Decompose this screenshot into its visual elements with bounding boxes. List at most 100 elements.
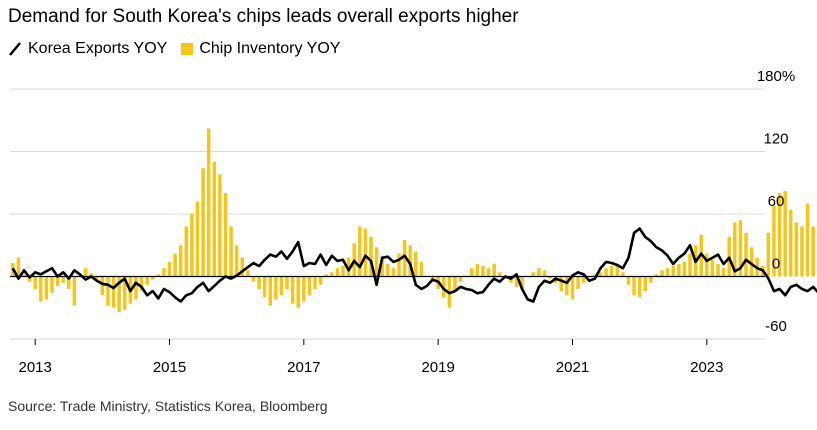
inventory-bar — [223, 193, 228, 277]
legend-label-inventory: Chip Inventory YOY — [199, 40, 341, 57]
inventory-bar — [251, 276, 256, 282]
x-tick-label: 2013 — [18, 359, 51, 376]
legend-item-inventory: Chip Inventory YOY — [181, 40, 340, 58]
inventory-bar — [497, 272, 502, 277]
inventory-bar — [637, 276, 642, 298]
inventory-bar — [117, 276, 121, 312]
inventory-bar — [285, 276, 289, 289]
inventory-bar — [470, 268, 474, 277]
legend: Korea Exports YOY Chip Inventory YOY — [8, 40, 354, 58]
inventory-bar — [195, 201, 200, 277]
x-tick-labels: 2013 2015 2017 2019 2021 2023 — [18, 339, 724, 376]
legend-item-exports: Korea Exports YOY — [8, 40, 167, 58]
inventory-bar — [123, 276, 127, 310]
inventory-bar — [665, 268, 670, 277]
inventory-bar — [805, 203, 810, 277]
legend-label-exports: Korea Exports YOY — [28, 40, 168, 57]
inventory-bar — [671, 266, 675, 277]
chart-title: Demand for South Korea's chips leads ove… — [8, 6, 519, 27]
inventory-bar — [632, 276, 636, 296]
inventory-bar — [257, 276, 261, 289]
inventory-bar — [302, 276, 306, 302]
inventory-bar — [738, 220, 743, 277]
inventory-bar — [386, 264, 390, 277]
inventory-bar — [520, 276, 524, 289]
inventory-bar — [150, 276, 155, 280]
inventory-bar — [621, 272, 625, 277]
inventory-bar — [660, 270, 664, 277]
inventory-bar — [178, 245, 183, 277]
bar-series — [11, 128, 815, 312]
inventory-bar — [184, 226, 189, 277]
inventory-bar — [570, 276, 575, 300]
inventory-bar — [391, 268, 396, 277]
inventory-bar — [39, 276, 43, 302]
inventory-bar — [335, 268, 340, 277]
inventory-bar — [95, 276, 99, 280]
inventory-bar — [212, 161, 217, 277]
inventory-bar — [201, 168, 205, 277]
inventory-bar — [419, 261, 424, 277]
inventory-bar — [229, 226, 233, 277]
inventory-bar — [626, 276, 631, 285]
inventory-bar — [593, 274, 597, 277]
inventory-bar — [234, 245, 239, 277]
inventory-bar — [705, 253, 709, 277]
y-tick-label: 180% — [757, 68, 795, 85]
inventory-bar — [307, 276, 312, 296]
inventory-bar — [783, 191, 787, 277]
inventory-bar — [44, 276, 49, 300]
inventory-bar — [604, 268, 608, 277]
line-swatch-icon — [9, 42, 21, 56]
inventory-bar — [766, 232, 771, 277]
inventory-bar — [313, 276, 317, 289]
inventory-bar — [609, 266, 614, 277]
inventory-bar — [542, 270, 547, 277]
inventory-bar — [481, 266, 485, 277]
inventory-bar — [548, 276, 552, 279]
inventory-bar — [162, 268, 166, 277]
inventory-bar — [156, 274, 161, 277]
x-tick-label: 2023 — [690, 359, 723, 376]
inventory-bar — [749, 247, 754, 277]
y-tick-label: 60 — [768, 193, 785, 210]
y-tick-labels: 180% 120 60 0 -60 — [757, 68, 795, 335]
inventory-bar — [274, 276, 278, 300]
inventory-bar — [50, 276, 54, 294]
inventory-bar — [789, 209, 793, 277]
inventory-bar — [296, 276, 300, 308]
inventory-bar — [318, 276, 323, 285]
bar-swatch-icon — [181, 43, 194, 55]
inventory-bar — [374, 247, 379, 277]
inventory-bar — [565, 276, 569, 296]
inventory-bar — [67, 276, 71, 289]
inventory-bar — [598, 272, 603, 277]
inventory-bar — [380, 255, 384, 277]
inventory-bar — [363, 228, 368, 277]
inventory-bar — [581, 276, 586, 283]
inventory-bar — [111, 276, 116, 308]
inventory-bar — [341, 266, 345, 277]
inventory-bar — [290, 276, 295, 304]
inventory-bar — [744, 232, 748, 277]
inventory-bar — [72, 276, 77, 306]
inventory-bar — [262, 276, 267, 298]
inventory-bar — [811, 226, 815, 277]
inventory-bar — [61, 276, 65, 283]
inventory-bar — [268, 276, 272, 306]
inventory-bar — [402, 240, 407, 277]
x-tick-label: 2015 — [153, 359, 186, 376]
inventory-bar — [682, 261, 687, 277]
inventory-bar — [346, 257, 351, 277]
inventory-bar — [453, 276, 457, 293]
inventory-bar — [576, 276, 580, 289]
inventory-bar — [649, 276, 653, 283]
inventory-bar — [721, 268, 726, 277]
grid-lines — [10, 88, 765, 340]
inventory-bar — [710, 259, 715, 277]
inventory-bar — [537, 268, 541, 277]
y-tick-label: 0 — [772, 256, 780, 273]
inventory-bar — [677, 264, 681, 277]
inventory-bar — [358, 226, 362, 277]
